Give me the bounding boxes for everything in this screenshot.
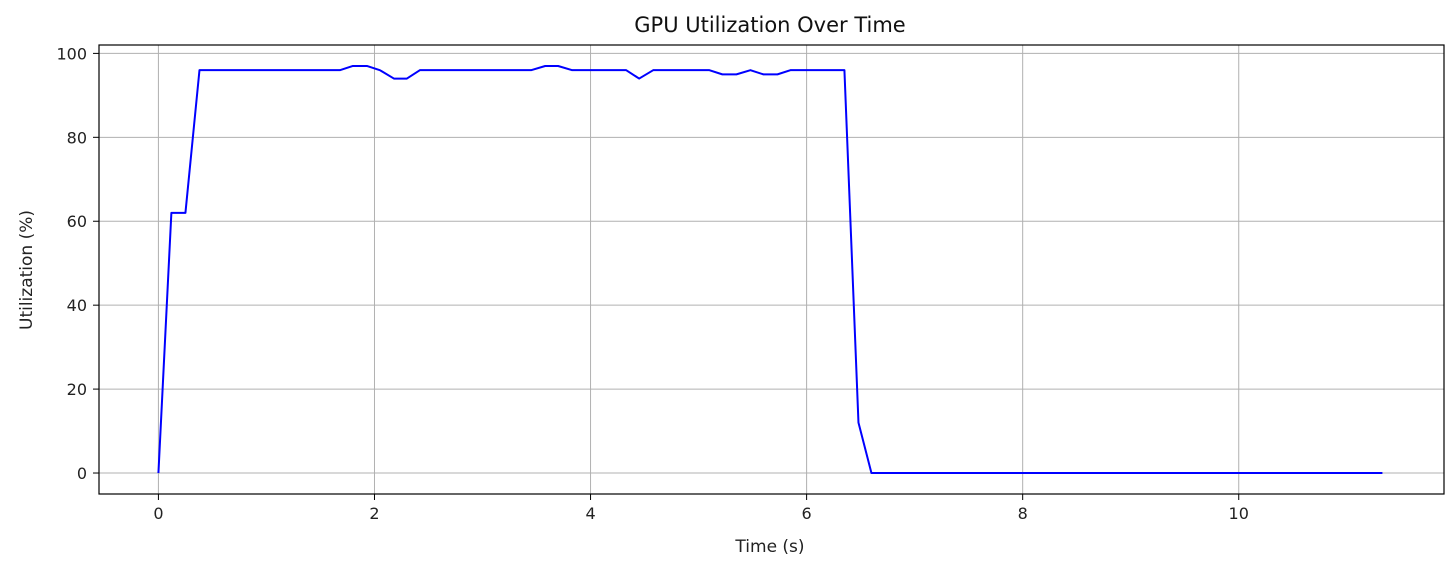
- x-tick-label: 0: [153, 504, 163, 523]
- data-series: [157, 64, 1383, 475]
- x-tick-label: 6: [802, 504, 812, 523]
- y-tick-label: 80: [67, 128, 87, 147]
- x-tick-label: 4: [585, 504, 595, 523]
- chart-title: GPU Utilization Over Time: [634, 13, 905, 37]
- x-axis-label: Time (s): [734, 537, 804, 557]
- x-tick-label: 2: [369, 504, 379, 523]
- y-tick-label: 100: [56, 44, 87, 63]
- series-line-0: [157, 64, 1383, 475]
- x-tick-label: 8: [1018, 504, 1028, 523]
- y-tick-label: 40: [67, 296, 87, 315]
- y-axis-label: Utilization (%): [17, 210, 37, 330]
- x-tick-label: 10: [1229, 504, 1249, 523]
- grid-lines: [99, 45, 1444, 494]
- plot-frame: [98, 44, 1445, 495]
- y-tick-label: 0: [77, 464, 87, 483]
- y-tick-label: 20: [67, 380, 87, 399]
- y-tick-label: 60: [67, 212, 87, 231]
